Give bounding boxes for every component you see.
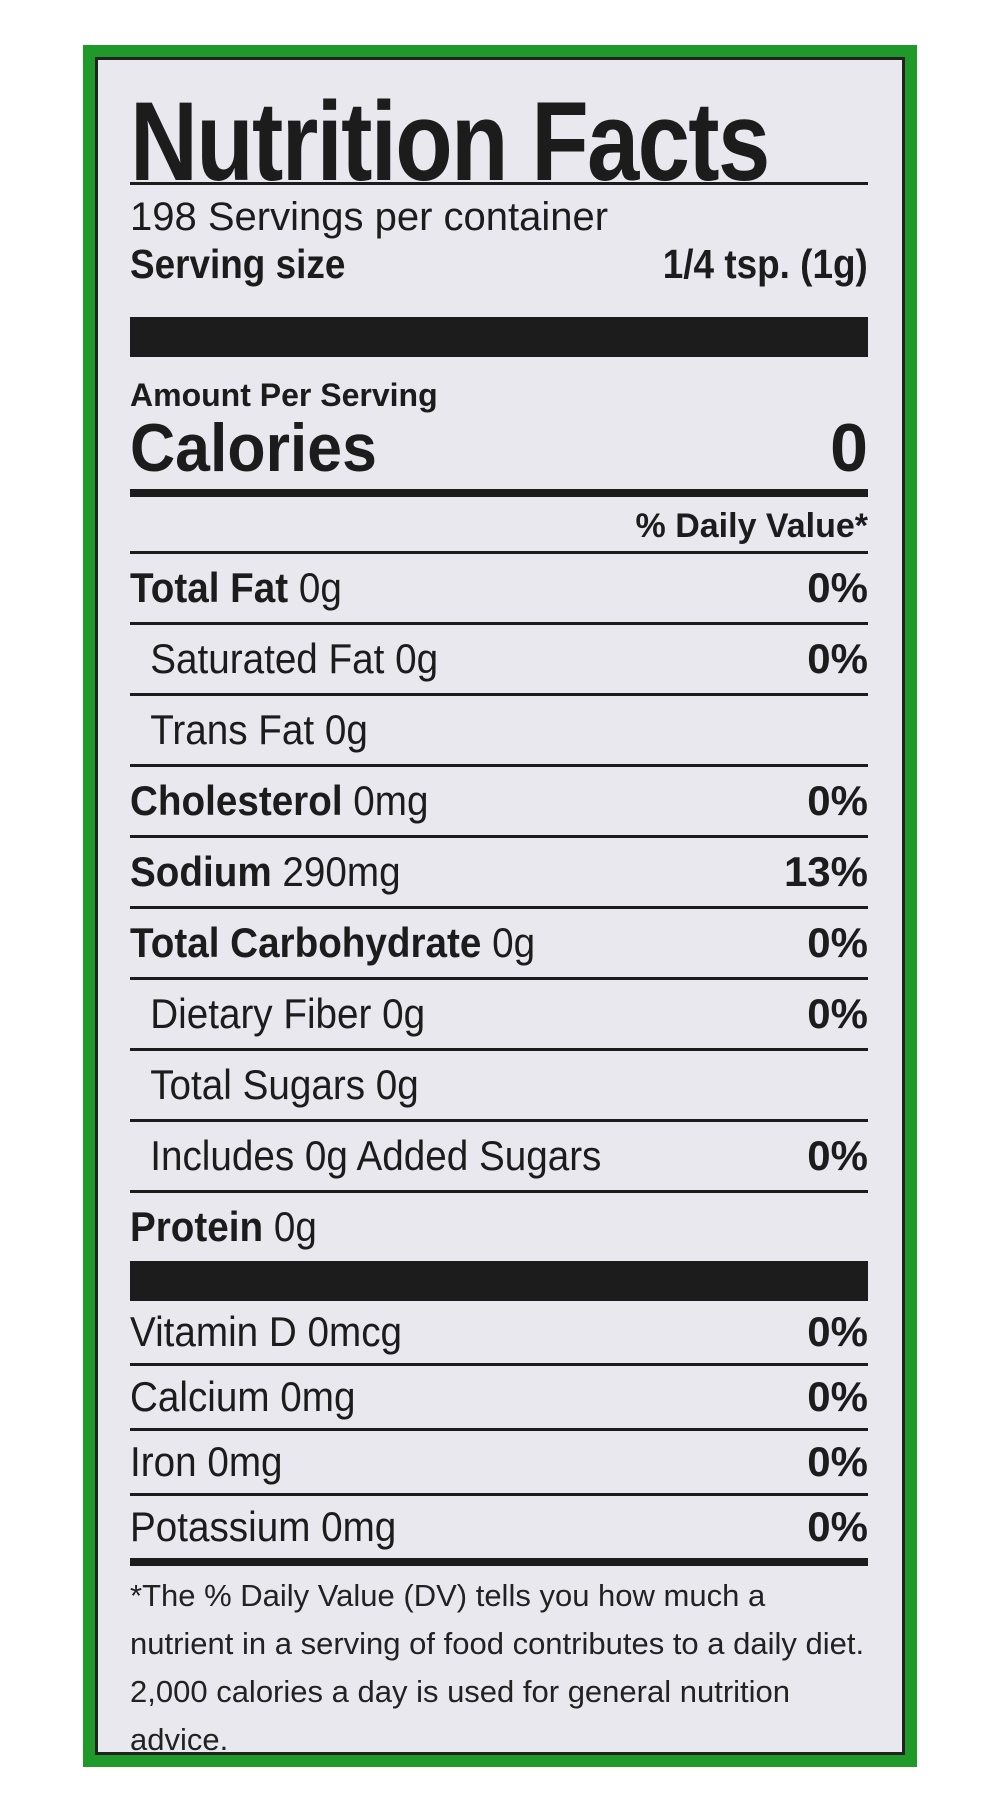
nutrient-row-sodium: Sodium 290mg 13% (130, 838, 868, 909)
divider (130, 182, 868, 185)
vitamin-dv: 0% (807, 1438, 868, 1485)
nutrient-dv: 0% (807, 990, 868, 1037)
nutrient-row-protein: Protein 0g (130, 1193, 868, 1261)
nutrient-dv: 0% (807, 919, 868, 966)
nutrient-name: Protein (130, 1203, 264, 1250)
vitamin-amount: 0mg (207, 1438, 283, 1485)
nutrient-row-trans-fat: Trans Fat 0g (130, 696, 868, 767)
nutrient-row-total-sugars: Total Sugars 0g (130, 1051, 868, 1122)
nutrient-amount: 0mg (353, 777, 429, 824)
nutrient-name: Total Sugars (150, 1061, 366, 1108)
vitamin-name: Potassium (130, 1503, 311, 1550)
vitamin-amount: 0mg (280, 1373, 356, 1420)
daily-value-header: % Daily Value* (635, 507, 868, 545)
divider (130, 551, 868, 554)
daily-value-footnote: *The % Daily Value (DV) tells you how mu… (130, 1578, 865, 1757)
calories-label: Calories (130, 410, 377, 486)
medium-divider (130, 1558, 868, 1566)
nutrient-amount: 0g (298, 564, 342, 611)
vitamin-dv: 0% (807, 1503, 868, 1550)
vitamin-name: Iron (130, 1438, 197, 1485)
serving-size-label: Serving size (130, 241, 346, 287)
nutrient-amount: 290mg (282, 848, 401, 895)
nutrition-facts-label: Nutrition Facts 198 Servings per contain… (130, 60, 868, 1764)
serving-size-value: 1/4 tsp. (1g) (662, 241, 868, 287)
vitamin-name: Vitamin D (130, 1308, 297, 1355)
nutrient-name: Sodium (130, 848, 272, 895)
nutrient-name: Total Carbohydrate (130, 919, 482, 966)
nutrient-amount: 0g (324, 706, 368, 753)
serving-size-row: Serving size 1/4 tsp. (1g) (130, 239, 868, 289)
nutrient-row-added-sugars: Includes 0g Added Sugars 0% (130, 1122, 868, 1193)
thick-divider (130, 1261, 868, 1301)
medium-divider (130, 489, 868, 497)
nutrient-name: Total Fat (130, 564, 289, 611)
nutrient-row-cholesterol: Cholesterol 0mg 0% (130, 767, 868, 838)
nutrient-name: Includes (150, 1132, 295, 1179)
vitamin-row-iron: Iron 0mg 0% (130, 1431, 868, 1496)
vitamin-row-vitamin-d: Vitamin D 0mcg 0% (130, 1301, 868, 1366)
nutrient-amount: 0g (273, 1203, 317, 1250)
nutrient-dv: 0% (807, 564, 868, 611)
label-title: Nutrition Facts (130, 79, 770, 204)
nutrient-dv: 0% (807, 777, 868, 824)
vitamin-row-calcium: Calcium 0mg 0% (130, 1366, 868, 1431)
nutrient-row-total-fat: Total Fat 0g 0% (130, 554, 868, 625)
vitamin-dv: 0% (807, 1373, 868, 1420)
nutrient-dv: 0% (807, 635, 868, 682)
nutrient-amount: 0g (382, 990, 426, 1037)
nutrient-dv: 13% (783, 848, 868, 895)
calories-row: Calories 0 (130, 413, 868, 483)
nutrient-amount: 0g (395, 635, 439, 682)
nutrient-row-dietary-fiber: Dietary Fiber 0g 0% (130, 980, 868, 1051)
amount-per-serving: Amount Per Serving (130, 377, 438, 413)
vitamin-dv: 0% (807, 1308, 868, 1355)
vitamin-name: Calcium (130, 1373, 270, 1420)
nutrient-name: Saturated Fat (150, 635, 385, 682)
nutrient-amount: 0g (375, 1061, 419, 1108)
thick-divider (130, 317, 868, 357)
nutrient-name: Cholesterol (130, 777, 343, 824)
nutrient-name: Trans Fat (150, 706, 315, 753)
nutrient-dv: 0% (807, 1132, 868, 1179)
nutrient-amount: 0g Added Sugars (304, 1132, 602, 1179)
nutrient-name: Dietary Fiber (150, 990, 372, 1037)
vitamin-amount: 0mg (321, 1503, 397, 1550)
nutrient-row-total-carbohydrate: Total Carbohydrate 0g 0% (130, 909, 868, 980)
servings-per-container: 198 Servings per container (130, 195, 609, 239)
nutrient-row-saturated-fat: Saturated Fat 0g 0% (130, 625, 868, 696)
nutrient-amount: 0g (492, 919, 536, 966)
vitamin-row-potassium: Potassium 0mg 0% (130, 1496, 868, 1558)
vitamin-amount: 0mcg (307, 1308, 403, 1355)
calories-value: 0 (830, 410, 868, 486)
